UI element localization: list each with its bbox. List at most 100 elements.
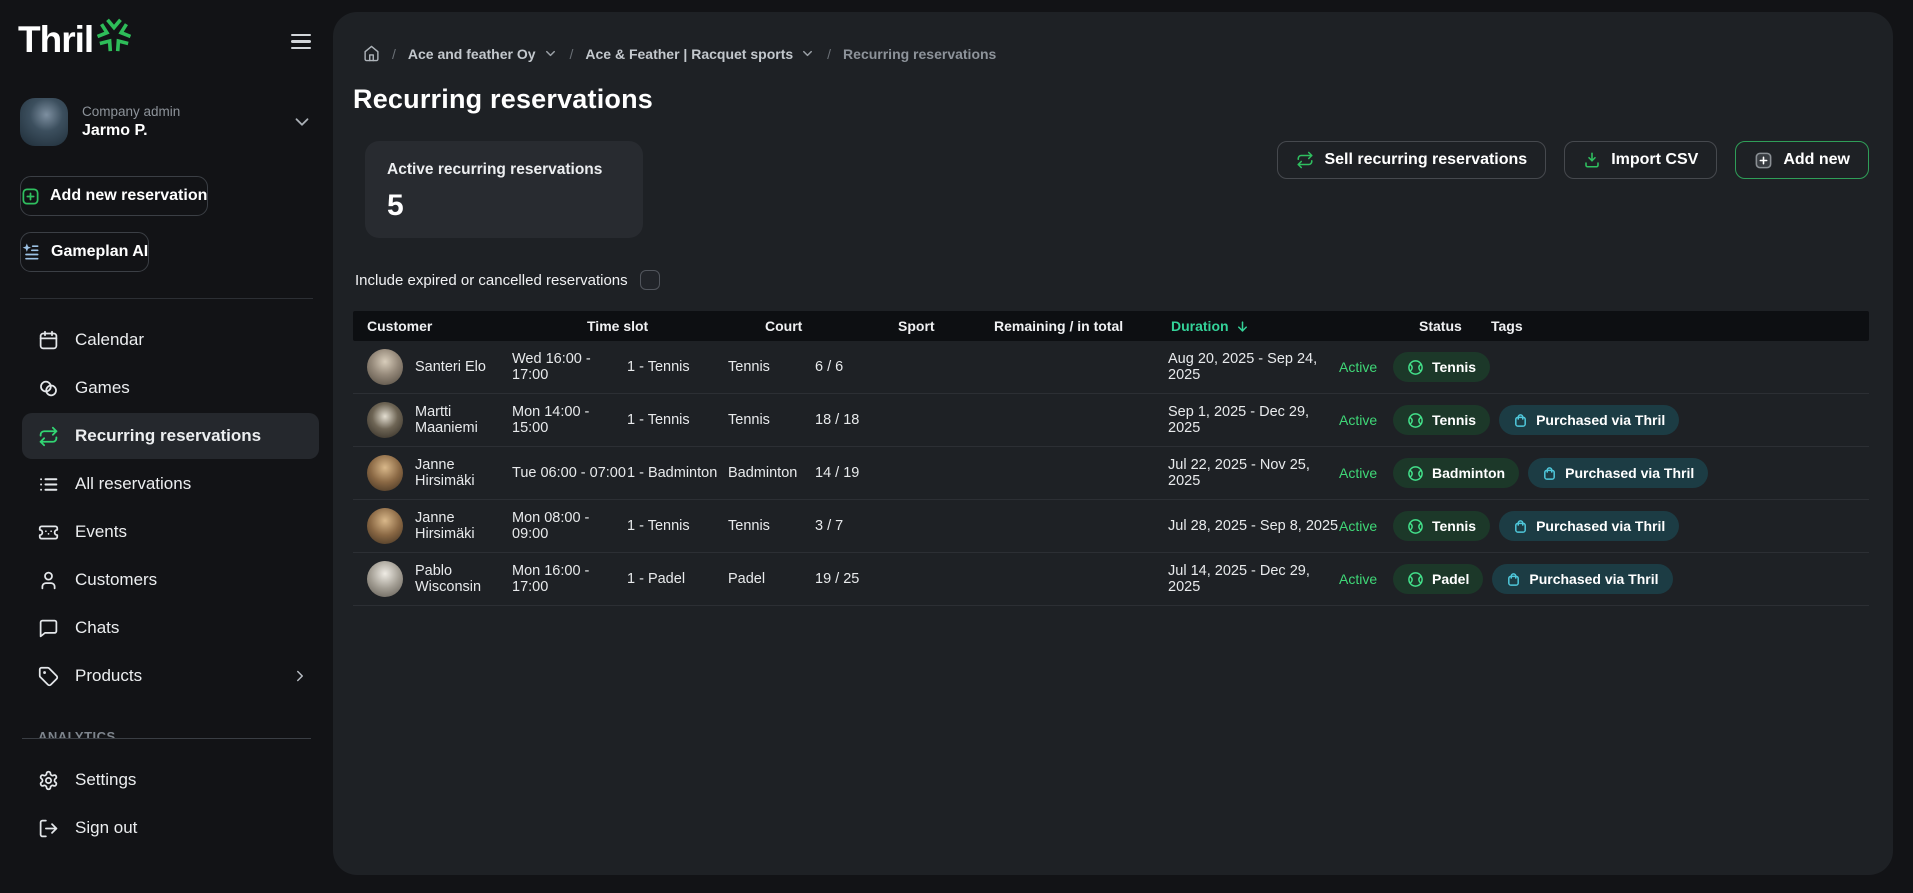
customer-name: Martti Maaniemi [415,404,478,436]
remaining-value: 3 / 7 [815,518,844,534]
chevron-right-icon [291,667,309,685]
customer-avatar [367,508,403,544]
sport-value: Tennis [728,359,770,375]
list-icon [38,474,59,495]
repeat-icon [1296,151,1314,169]
status-badge: Active [1339,518,1378,534]
chevron-down-icon[interactable] [291,111,313,133]
table-header: Customer Time slot Court Sport Remaining… [353,311,1869,341]
shopping-bag-icon [1508,572,1520,586]
column-header-tags[interactable]: Tags [1491,318,1523,334]
purchased-via-thril-tag: Purchased via Thril [1492,564,1673,594]
tennis-ball-icon [1408,359,1423,375]
sparkles-doc-icon [21,242,41,262]
breadcrumb-item-company[interactable]: Ace and feather Oy [408,46,558,62]
games-circles-icon [38,378,59,399]
remaining-value: 14 / 19 [815,465,860,481]
table-row[interactable]: Pablo Wisconsin Mon 16:00 - 17:00 1 - Pa… [353,553,1869,606]
customer-avatar [367,402,403,438]
user-avatar [20,98,68,146]
sidebar-item-recurring-reservations[interactable]: Recurring reservations [22,413,319,459]
customer-name: Santeri Elo [415,359,486,375]
customer-avatar [367,349,403,385]
table-row[interactable]: Martti Maaniemi Mon 14:00 - 15:00 1 - Te… [353,394,1869,447]
sidebar-item-games[interactable]: Games [22,365,319,411]
court-value: 1 - Tennis [627,359,690,375]
repeat-icon [38,426,59,447]
column-header-sport[interactable]: Sport [898,318,935,334]
column-header-time-slot[interactable]: Time slot [587,318,649,334]
tennis-ball-icon [1408,412,1423,428]
breadcrumb: / Ace and feather Oy / Ace & Feather | R… [353,45,1869,62]
gameplan-ai-button[interactable]: Gameplan AI [20,232,150,272]
customer-avatar [367,561,403,597]
sidebar-item-sign-out[interactable]: Sign out [22,805,319,851]
sport-value: Tennis [728,518,770,534]
sidebar-item-chats[interactable]: Chats [22,605,319,651]
customer-name: Pablo Wisconsin [415,563,482,595]
column-header-duration[interactable]: Duration [1171,318,1419,334]
sport-tag: Badminton [1393,458,1520,488]
court-value: 1 - Tennis [627,412,690,428]
sort-arrow-down-icon [1235,319,1250,334]
column-header-status[interactable]: Status [1419,318,1462,334]
purchased-via-thril-tag: Purchased via Thril [1499,511,1680,541]
sport-value: Padel [728,571,766,587]
main-panel: / Ace and feather Oy / Ace & Feather | R… [333,12,1893,875]
table-row[interactable]: Santeri Elo Wed 16:00 - 17:00 1 - Tennis… [353,341,1869,394]
court-value: 1 - Badminton [627,465,718,481]
remaining-value: 19 / 25 [815,571,860,587]
remaining-value: 6 / 6 [815,359,844,375]
sidebar-item-customers[interactable]: Customers [22,557,319,603]
ticket-icon [38,522,59,543]
chevron-down-icon [800,46,815,61]
status-badge: Active [1339,465,1378,481]
table-row[interactable]: Janne Hirsimäki Tue 06:00 - 07:00 1 - Ba… [353,447,1869,500]
column-header-remaining[interactable]: Remaining / in total [994,318,1124,334]
breadcrumb-item-current: Recurring reservations [843,45,997,62]
home-icon[interactable] [363,45,380,62]
column-header-customer[interactable]: Customer [367,318,433,334]
tennis-ball-icon [1408,518,1423,534]
analytics-section-label: ANALYTICS [22,729,311,739]
user-role: Company admin [82,104,181,119]
status-badge: Active [1339,571,1378,587]
sidebar-item-settings[interactable]: Settings [22,757,319,803]
column-header-court[interactable]: Court [765,318,803,334]
sidebar-item-events[interactable]: Events [22,509,319,555]
download-icon [1583,151,1601,169]
customer-name: Janne Hirsimäki [415,457,475,489]
stat-card-value: 5 [387,189,404,222]
page-title: Recurring reservations [353,84,654,114]
add-new-button[interactable]: Add new [1735,141,1869,179]
duration-value: Jul 28, 2025 - Sep 8, 2025 [1168,518,1339,534]
sport-tag: Tennis [1393,405,1491,435]
sidebar-item-calendar[interactable]: Calendar [22,317,319,363]
sidebar-item-all-reservations[interactable]: All reservations [22,461,319,507]
breadcrumb-item-venue[interactable]: Ace & Feather | Racquet sports [585,46,815,62]
sport-value: Tennis [728,412,770,428]
purchased-via-thril-tag: Purchased via Thril [1528,458,1709,488]
court-value: 1 - Tennis [627,518,690,534]
add-new-reservation-button[interactable]: Add new reservation [20,176,209,216]
breadcrumb-separator: / [569,45,574,62]
time-slot-value: Mon 08:00 - 09:00 [512,510,590,542]
sell-recurring-reservations-button[interactable]: Sell recurring reservations [1277,141,1547,179]
user-menu[interactable]: Company admin Jarmo P. [20,98,313,146]
user-icon [38,570,59,591]
include-expired-checkbox[interactable] [639,270,660,290]
import-csv-button[interactable]: Import CSV [1564,141,1718,179]
sidebar-divider [20,298,313,299]
breadcrumb-separator: / [392,45,396,62]
time-slot-value: Tue 06:00 - 07:00 [512,465,626,481]
tennis-ball-icon [1408,571,1423,587]
status-badge: Active [1339,412,1378,428]
active-recurring-reservations-card: Active recurring reservations 5 [365,141,643,238]
chat-bubble-icon [38,618,59,639]
hamburger-menu-icon[interactable] [287,26,315,57]
table-row[interactable]: Janne Hirsimäki Mon 08:00 - 09:00 1 - Te… [353,500,1869,553]
time-slot-value: Mon 16:00 - 17:00 [512,563,590,595]
sidebar-item-products[interactable]: Products [22,653,319,699]
sport-tag: Tennis [1393,352,1491,382]
shopping-bag-icon [1515,413,1527,427]
